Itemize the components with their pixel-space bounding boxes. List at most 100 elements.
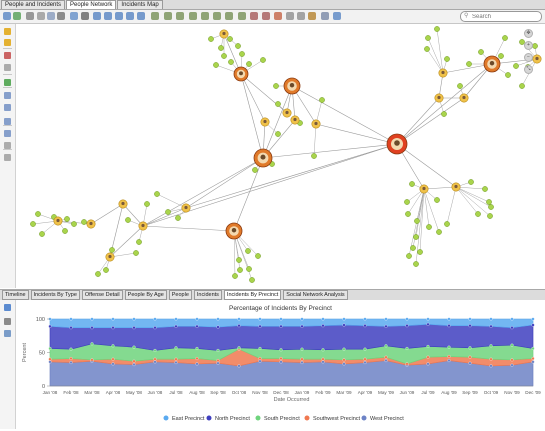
person-node[interactable] [434, 26, 440, 32]
data-point[interactable] [174, 324, 178, 328]
settings-icon[interactable] [321, 12, 329, 20]
tab-social-network-analysis[interactable]: Social Network Analysis [283, 290, 348, 300]
person-node[interactable] [213, 62, 219, 68]
data-point[interactable] [531, 317, 535, 321]
data-point[interactable] [195, 317, 199, 321]
show-icon[interactable] [297, 12, 305, 20]
data-point[interactable] [489, 324, 493, 328]
person-node[interactable] [30, 221, 36, 227]
person-node[interactable] [406, 253, 412, 259]
zoom-out-icon[interactable] [104, 12, 112, 20]
person-node[interactable] [413, 234, 419, 240]
export-icon[interactable] [13, 12, 21, 20]
person-node[interactable] [236, 257, 242, 263]
data-point[interactable] [321, 317, 325, 321]
data-point[interactable] [531, 360, 535, 364]
data-point[interactable] [111, 362, 115, 366]
move-icon[interactable] [81, 12, 89, 20]
print-icon[interactable] [26, 12, 34, 20]
person-node[interactable] [136, 239, 142, 245]
data-point[interactable] [216, 361, 220, 365]
legend-item[interactable]: West Precinct [370, 416, 404, 422]
tab-incidents[interactable]: Incidents [193, 290, 222, 300]
legend-marker[interactable] [304, 415, 310, 421]
data-point[interactable] [447, 317, 451, 321]
zoom-in-icon[interactable] [93, 12, 101, 20]
data-point[interactable] [321, 360, 325, 364]
person-node[interactable] [478, 49, 484, 55]
data-point[interactable] [447, 324, 451, 328]
legend-marker[interactable] [206, 415, 212, 421]
data-point[interactable] [69, 347, 73, 351]
person-node[interactable] [409, 181, 415, 187]
data-point[interactable] [132, 317, 136, 321]
data-point[interactable] [216, 325, 220, 329]
data-point[interactable] [174, 357, 178, 361]
search-input[interactable] [472, 12, 538, 21]
data-point[interactable] [342, 347, 346, 351]
person-node[interactable] [228, 59, 234, 65]
network-filter-icon[interactable] [4, 118, 11, 125]
filter-icon[interactable] [274, 12, 282, 20]
person-node[interactable] [436, 229, 442, 235]
data-point[interactable] [342, 317, 346, 321]
data-point[interactable] [258, 359, 262, 363]
data-point[interactable] [384, 358, 388, 363]
person-node[interactable] [513, 63, 519, 69]
data-point[interactable] [405, 362, 409, 366]
data-point[interactable] [69, 360, 73, 365]
person-node[interactable] [532, 43, 538, 49]
data-point[interactable] [300, 317, 304, 321]
sort-icon[interactable] [4, 52, 11, 59]
data-point[interactable] [174, 317, 178, 321]
person-node[interactable] [103, 267, 109, 273]
person-node[interactable] [239, 51, 245, 57]
print-preview-icon[interactable] [47, 12, 55, 20]
copy-icon[interactable] [3, 12, 11, 20]
page-setup-icon[interactable] [37, 12, 45, 20]
person-node[interactable] [405, 211, 411, 217]
legend-marker[interactable] [255, 415, 261, 421]
clipboard-icon[interactable] [4, 154, 11, 161]
data-point[interactable] [132, 359, 136, 363]
person-node[interactable] [133, 250, 139, 256]
data-point[interactable] [153, 360, 157, 364]
person-node[interactable] [410, 245, 416, 251]
data-point[interactable] [48, 324, 52, 328]
data-point[interactable] [510, 317, 514, 321]
data-point[interactable] [237, 324, 241, 328]
person-node[interactable] [62, 228, 68, 234]
legend-item[interactable]: North Precinct [215, 416, 250, 422]
person-node[interactable] [275, 131, 281, 137]
legend-item[interactable]: Southwest Precinct [313, 416, 361, 422]
data-point[interactable] [279, 356, 283, 361]
data-point[interactable] [447, 358, 451, 363]
person-node[interactable] [154, 191, 160, 197]
data-point[interactable] [510, 326, 514, 330]
data-point[interactable] [321, 348, 325, 352]
person-node[interactable] [39, 231, 45, 237]
data-point[interactable] [195, 356, 199, 361]
data-point[interactable] [384, 344, 388, 348]
data-point[interactable] [90, 358, 94, 362]
data-point[interactable] [384, 317, 388, 321]
zoom-out-icon[interactable]: − [524, 53, 533, 62]
hierarchy-icon[interactable] [4, 130, 11, 137]
person-node[interactable] [426, 224, 432, 230]
layout-grid-icon[interactable] [201, 12, 209, 20]
person-node[interactable] [441, 111, 447, 117]
person-node[interactable] [232, 273, 238, 279]
person-node[interactable] [319, 97, 325, 103]
tab-incidents-map[interactable]: Incidents Map [117, 0, 163, 9]
home-icon[interactable] [70, 12, 78, 20]
data-point[interactable] [153, 357, 157, 361]
person-node[interactable] [235, 43, 241, 49]
data-point[interactable] [237, 346, 241, 350]
person-node[interactable] [273, 83, 279, 89]
layout-orthogonal-icon[interactable] [213, 12, 221, 20]
data-point[interactable] [111, 344, 115, 348]
data-point[interactable] [426, 344, 430, 349]
print-icon[interactable] [4, 318, 11, 325]
zoom-area-icon[interactable] [115, 12, 123, 20]
person-node[interactable] [125, 217, 131, 223]
